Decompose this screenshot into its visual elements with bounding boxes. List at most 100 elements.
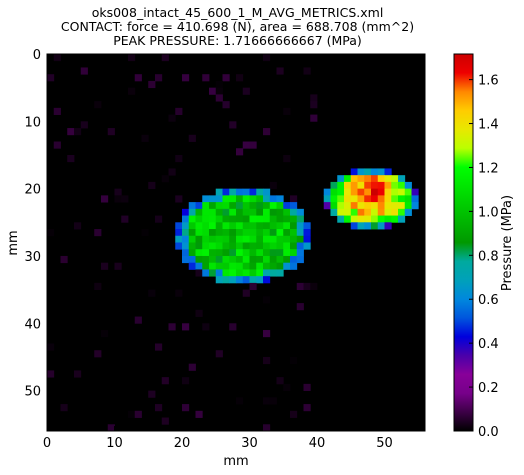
heatmap-cell: [290, 195, 298, 203]
heatmap-cell: [242, 202, 250, 210]
heatmap-cell: [263, 296, 271, 304]
heatmap-cell: [215, 229, 223, 237]
heatmap-cell: [134, 410, 142, 418]
heatmap-cell: [296, 282, 304, 291]
heatmap-cell: [202, 235, 210, 243]
heatmap-cell: [148, 181, 156, 190]
heatmap-cell: [236, 74, 244, 82]
heatmap-cell: [202, 222, 210, 230]
heatmap-cell: [195, 309, 203, 317]
heatmap-cell: [195, 410, 203, 418]
chart-title-line-2: CONTACT: force = 410.698 (N), area = 688…: [60, 19, 415, 34]
heatmap-cell: [188, 262, 196, 270]
heatmap-cell: [337, 215, 345, 223]
heatmap-cell: [263, 222, 271, 230]
heatmap-cell: [53, 54, 61, 62]
heatmap-cell: [222, 255, 230, 264]
heatmap-cell: [269, 215, 277, 223]
heatmap-cell: [377, 202, 385, 210]
heatmap-cell: [195, 202, 203, 210]
heatmap-cell: [155, 343, 163, 351]
heatmap-cell: [175, 242, 183, 250]
heatmap-cell: [74, 222, 82, 230]
heatmap-cell: [134, 316, 142, 324]
heatmap-cell: [283, 249, 291, 257]
heatmap-cell: [249, 208, 257, 216]
heatmap-cell: [296, 215, 304, 223]
heatmap-cell: [215, 202, 223, 210]
heatmap-cell: [269, 249, 277, 257]
heatmap-cell: [209, 235, 217, 243]
heatmap-cell: [256, 255, 264, 264]
heatmap-cell: [296, 235, 304, 243]
heatmap-cell: [398, 215, 406, 223]
heatmap-cell: [182, 377, 190, 385]
heatmap-cell: [215, 262, 223, 270]
heatmap-cell: [276, 215, 284, 223]
heatmap-cell: [404, 208, 412, 216]
heatmap-cell: [155, 215, 163, 223]
heatmap-cell: [215, 350, 223, 358]
heatmap-cell: [215, 195, 223, 203]
colorbar-tick-label: 0.8: [478, 249, 499, 264]
heatmap-cell: [290, 249, 298, 257]
heatmap-cell: [310, 94, 318, 102]
heatmap-cell: [357, 215, 365, 223]
heatmap-cell: [371, 215, 379, 223]
heatmap-cell: [377, 215, 385, 223]
heatmap-cell: [222, 229, 230, 237]
heatmap-cell: [242, 87, 250, 95]
heatmap-cell: [364, 215, 372, 223]
heatmap-cell: [357, 202, 365, 210]
heatmap-cell: [202, 249, 210, 257]
heatmap-cell: [269, 181, 277, 190]
heatmap-cell: [337, 175, 345, 183]
heatmap-cell: [364, 222, 372, 230]
heatmap-cell: [350, 222, 358, 230]
heatmap-cell: [222, 74, 230, 82]
heatmap-cell: [249, 262, 257, 270]
heatmap-cell: [182, 74, 190, 82]
heatmap-cell: [229, 208, 237, 216]
heatmap-cell: [276, 249, 284, 257]
heatmap-cell: [269, 222, 277, 230]
heatmap-cell: [222, 249, 230, 257]
heatmap-cell: [215, 235, 223, 243]
heatmap-cell: [357, 222, 365, 230]
heatmap-cell: [276, 262, 284, 270]
heatmap-cells: [47, 54, 419, 432]
heatmap-cell: [384, 208, 392, 216]
heatmap-cell: [222, 262, 230, 270]
heatmap-cell: [290, 410, 298, 418]
heatmap-cell: [371, 202, 379, 210]
heatmap-cell: [303, 383, 311, 392]
heatmap-cell: [242, 242, 250, 250]
heatmap-cell: [202, 323, 210, 331]
heatmap-cell: [371, 181, 379, 190]
heatmap-cell: [377, 181, 385, 190]
heatmap-cell: [357, 181, 365, 190]
heatmap-cell: [256, 222, 264, 230]
heatmap-cell: [195, 255, 203, 264]
heatmap-cell: [242, 222, 250, 230]
heatmap-cell: [188, 235, 196, 243]
heatmap-cell: [128, 54, 136, 62]
heatmap-cell: [195, 269, 203, 277]
heatmap-cell: [209, 87, 217, 95]
heatmap-cell: [249, 249, 257, 257]
heatmap-cell: [215, 80, 223, 89]
colorbar-tick-label: 0.4: [478, 337, 499, 352]
heatmap-cell: [175, 235, 183, 243]
heatmap-cell: [350, 215, 358, 223]
heatmap-cell: [222, 101, 230, 109]
heatmap-cell: [175, 229, 183, 237]
heatmap-cell: [215, 249, 223, 257]
heatmap-cell: [202, 262, 210, 270]
heatmap-cell: [249, 202, 257, 210]
heatmap-cell: [229, 262, 237, 270]
heatmap-cell: [249, 276, 257, 284]
colorbar-tick-label: 1.2: [478, 161, 499, 176]
heatmap-cell: [377, 208, 385, 216]
heatmap-cell: [256, 229, 264, 237]
heatmap-cell: [101, 330, 109, 338]
